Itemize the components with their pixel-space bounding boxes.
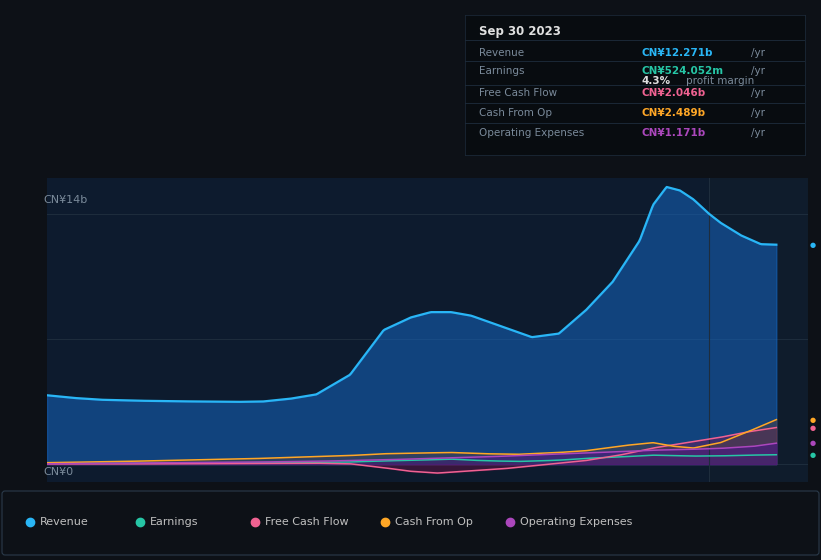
Text: CN¥14b: CN¥14b xyxy=(43,195,87,206)
Text: CN¥524.052m: CN¥524.052m xyxy=(642,66,724,76)
Text: Operating Expenses: Operating Expenses xyxy=(479,128,584,138)
Text: CN¥2.046b: CN¥2.046b xyxy=(642,88,706,99)
Text: ●: ● xyxy=(810,424,816,431)
Text: 4.3%: 4.3% xyxy=(642,76,671,86)
Text: /yr: /yr xyxy=(750,88,764,99)
Text: Sep 30 2023: Sep 30 2023 xyxy=(479,25,561,38)
Text: CN¥0: CN¥0 xyxy=(43,467,73,477)
Text: ●: ● xyxy=(810,242,816,248)
Text: Cash From Op: Cash From Op xyxy=(395,517,473,527)
Text: Earnings: Earnings xyxy=(479,66,524,76)
Text: Operating Expenses: Operating Expenses xyxy=(520,517,632,527)
Text: ●: ● xyxy=(810,417,816,423)
Text: /yr: /yr xyxy=(750,108,764,118)
Text: profit margin: profit margin xyxy=(686,76,754,86)
Bar xyxy=(709,178,808,482)
Text: Cash From Op: Cash From Op xyxy=(479,108,552,118)
Text: CN¥2.489b: CN¥2.489b xyxy=(642,108,706,118)
Text: /yr: /yr xyxy=(750,128,764,138)
Text: Free Cash Flow: Free Cash Flow xyxy=(265,517,349,527)
Text: /yr: /yr xyxy=(750,66,764,76)
Text: ●: ● xyxy=(810,440,816,446)
Text: Revenue: Revenue xyxy=(479,48,524,58)
Text: Revenue: Revenue xyxy=(40,517,89,527)
Text: Free Cash Flow: Free Cash Flow xyxy=(479,88,557,99)
Text: /yr: /yr xyxy=(750,48,764,58)
Text: CN¥12.271b: CN¥12.271b xyxy=(642,48,713,58)
Text: ●: ● xyxy=(810,452,816,458)
Text: Earnings: Earnings xyxy=(150,517,199,527)
Text: CN¥1.171b: CN¥1.171b xyxy=(642,128,706,138)
